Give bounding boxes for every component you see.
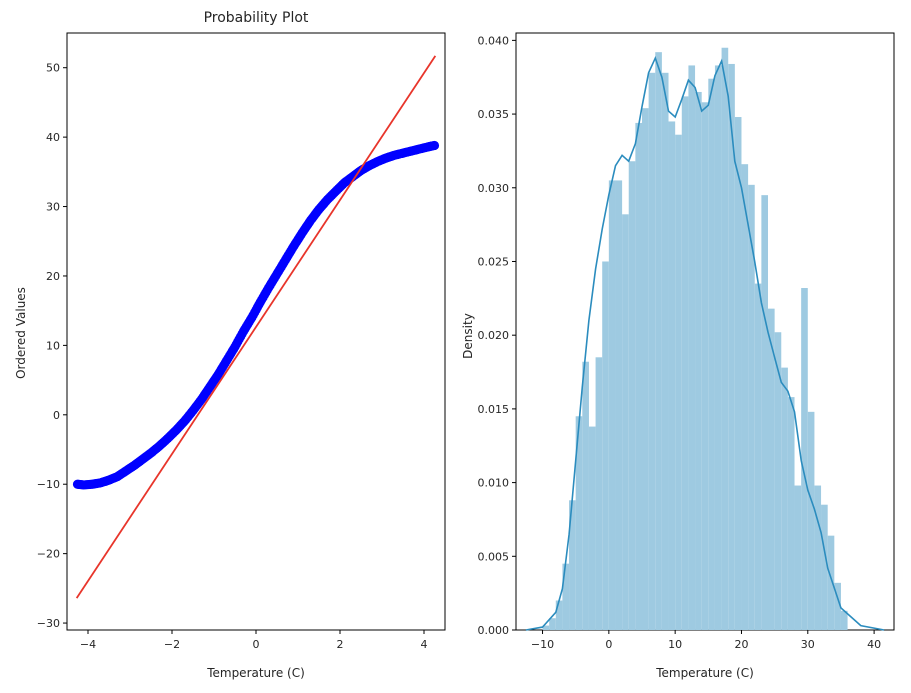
- probability-plot-y-tick-label: −30: [37, 617, 60, 630]
- histogram-y-tick-label: 0.035: [478, 108, 510, 121]
- histogram-density-curve: [525, 55, 885, 631]
- histogram-bar: [834, 582, 841, 630]
- probability-plot-axes-frame: [66, 32, 446, 631]
- histogram-y-tick-label: 0.025: [478, 255, 510, 268]
- histogram-y-tick-label: 0.005: [478, 550, 510, 563]
- histogram-bar: [575, 416, 583, 630]
- histogram-bar: [781, 367, 788, 630]
- histogram-bar: [661, 72, 669, 631]
- histogram-y-tick-label: 0.040: [478, 34, 510, 47]
- probability-plot-x-tick-label: 4: [421, 638, 428, 651]
- histogram-bar: [728, 63, 735, 630]
- probability-plot-y-tick-label: 30: [46, 201, 60, 214]
- probability-plot-point: [429, 140, 440, 151]
- histogram-bar: [794, 485, 802, 630]
- histogram-bar: [615, 180, 623, 630]
- probability-plot-y-tick-label: 20: [46, 270, 60, 283]
- histogram-bar: [595, 357, 603, 630]
- histogram-bar: [675, 134, 682, 630]
- probability-plot-points: [72, 140, 440, 490]
- histogram-bar: [588, 426, 596, 630]
- histogram-x-tick-label: −10: [531, 638, 554, 651]
- histogram-y-tick-label: 0.020: [478, 329, 510, 342]
- probability-plot-y-tick-label: 50: [46, 62, 60, 75]
- probability-plot-x-tick-label: 2: [337, 638, 344, 651]
- histogram-bar: [542, 625, 550, 630]
- histogram-y-tick-label: 0.015: [478, 403, 510, 416]
- histogram-x-tick-label: 40: [867, 638, 881, 651]
- histogram-x-axis-label: Temperature (C): [655, 666, 754, 680]
- probability-plot-fit-line: [75, 55, 437, 599]
- histogram-bar: [555, 600, 563, 630]
- histogram-x-tick-label: 30: [801, 638, 815, 651]
- probability-plot-y-tick-label: −10: [37, 478, 60, 491]
- histogram-y-tick-label: 0.030: [478, 182, 510, 195]
- histogram-bar: [787, 397, 795, 630]
- histogram-y-tick-label: 0.000: [478, 624, 510, 637]
- histogram-bar: [754, 283, 762, 630]
- histogram-bar: [562, 563, 570, 630]
- histogram-bar: [721, 47, 729, 631]
- histogram-bar: [748, 184, 755, 630]
- probability-plot-x-tick-label: −4: [80, 638, 96, 651]
- histogram-x-ticks: −10 0 10 20 30 40: [531, 630, 881, 651]
- probability-plot-x-ticks: −4 −2 0 2 4: [80, 630, 428, 651]
- histogram-bar: [827, 535, 835, 630]
- probability-plot-x-tick-label: −2: [164, 638, 180, 651]
- histogram-bar: [821, 504, 828, 630]
- histogram-x-tick-label: 10: [668, 638, 682, 651]
- histogram-bars: [542, 47, 848, 631]
- probability-plot-x-axis-label: Temperature (C): [206, 666, 305, 680]
- histogram-bar: [681, 96, 689, 630]
- histogram-bar: [688, 65, 696, 630]
- probability-plot-title: Probability Plot: [204, 10, 309, 26]
- histogram-bar: [734, 117, 742, 631]
- histogram-bar: [622, 214, 629, 631]
- histogram-bar: [642, 108, 649, 630]
- probability-plot-y-tick-label: −20: [37, 548, 60, 561]
- histogram-bar: [582, 361, 589, 630]
- histogram-bar: [714, 65, 722, 630]
- probability-plot-y-tick-label: 10: [46, 339, 60, 352]
- probability-plot-y-tick-label: 40: [46, 131, 60, 144]
- histogram-bar: [801, 288, 808, 630]
- histogram-bar: [701, 102, 709, 630]
- histogram-bar: [628, 161, 636, 630]
- histogram-bar: [668, 121, 676, 630]
- histogram-bar: [695, 91, 702, 631]
- histogram-y-ticks: 0.000 0.005 0.010 0.015 0.020 0.025 0.030 0.035…: [478, 34, 516, 637]
- histogram-bar: [608, 180, 616, 630]
- histogram-bar: [708, 78, 715, 631]
- histogram-x-tick-label: 20: [734, 638, 748, 651]
- histogram-bar: [569, 500, 576, 630]
- histogram-panel: Temperature (C) Density −10 0 10 20 30 40 0.0…: [461, 32, 895, 680]
- probability-plot-x-tick-label: 0: [253, 638, 260, 651]
- histogram-bar: [655, 52, 662, 630]
- probability-plot-y-ticks: −30 −20 −10 0 10 20 30 40 50: [37, 62, 67, 630]
- histogram-bar: [602, 261, 609, 630]
- histogram-y-tick-label: 0.010: [478, 477, 510, 490]
- histogram-bar: [635, 122, 642, 630]
- histogram-x-tick-label: 0: [605, 638, 612, 651]
- probability-plot-panel: Probability Plot Temperature (C) Ordered…: [14, 10, 446, 680]
- histogram-bar: [807, 411, 815, 630]
- histogram-y-axis-label: Density: [461, 313, 475, 359]
- histogram-bar: [774, 332, 782, 630]
- histogram-bar: [648, 72, 656, 631]
- histogram-bar: [768, 308, 775, 630]
- histogram-bar: [814, 485, 822, 630]
- probability-plot-y-tick-label: 0: [53, 409, 60, 422]
- histogram-bar: [840, 610, 848, 630]
- histogram-bar: [741, 164, 749, 630]
- probability-plot-y-axis-label: Ordered Values: [14, 287, 28, 379]
- histogram-bar: [761, 195, 768, 631]
- histogram-bar: [549, 618, 556, 630]
